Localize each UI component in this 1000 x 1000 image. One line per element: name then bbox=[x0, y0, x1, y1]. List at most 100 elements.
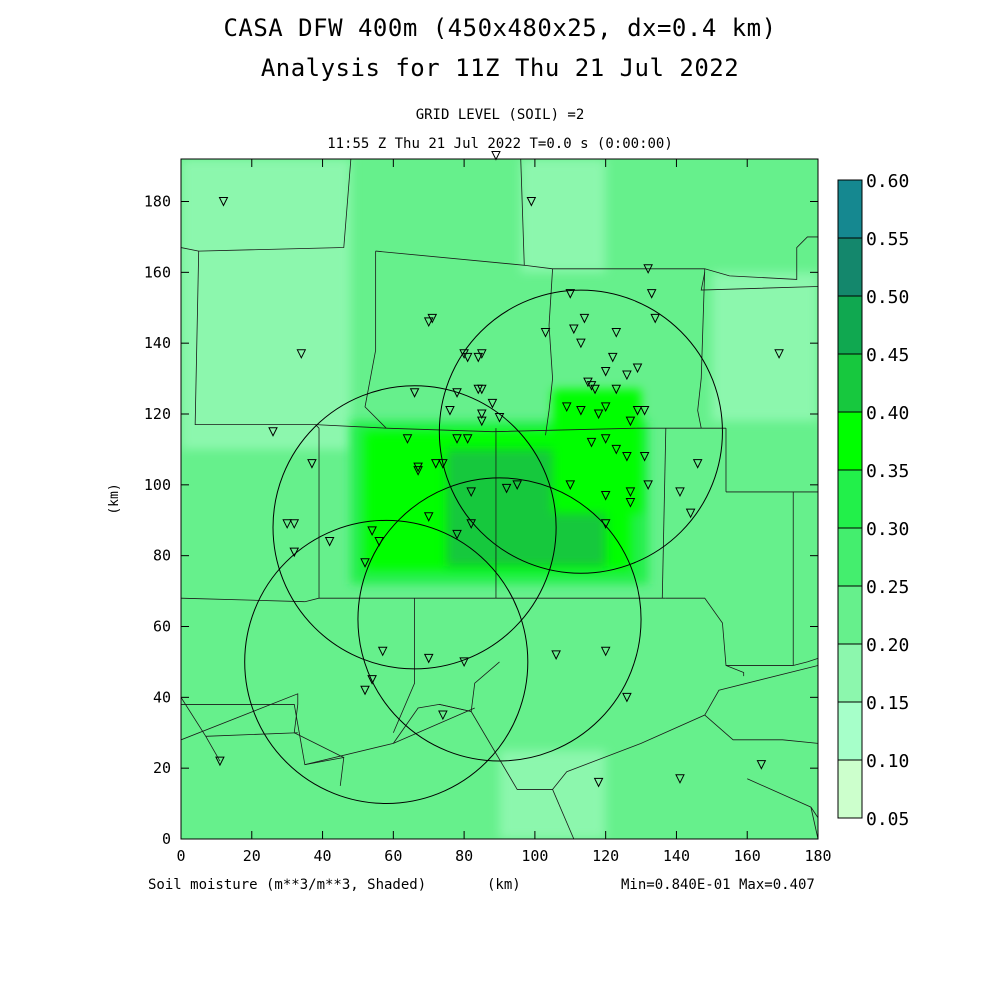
county-line-14 bbox=[665, 597, 745, 677]
station-marker-41 bbox=[476, 416, 487, 427]
county-line-31 bbox=[704, 714, 818, 744]
colorbar-swatch-7 bbox=[837, 353, 863, 413]
radar-ring-0 bbox=[272, 385, 557, 670]
moisture-field bbox=[181, 159, 818, 839]
valid-time-label: 11:55 Z Thu 21 Jul 2022 T=0.0 s (0:00:00… bbox=[327, 136, 673, 152]
station-marker-26 bbox=[590, 384, 600, 395]
station-marker-34 bbox=[561, 402, 572, 413]
station-marker-91 bbox=[593, 777, 604, 788]
station-marker-3 bbox=[643, 264, 653, 274]
station-marker-65 bbox=[600, 490, 611, 501]
station-marker-52 bbox=[430, 459, 441, 469]
station-marker-33 bbox=[487, 398, 498, 409]
y-tick-label: 120 bbox=[144, 405, 171, 423]
colorbar-swatch-8 bbox=[837, 295, 863, 355]
station-marker-53 bbox=[438, 459, 448, 469]
colorbar-label-0: 0.05 bbox=[866, 809, 909, 830]
station-marker-69 bbox=[423, 512, 434, 522]
county-line-28 bbox=[470, 711, 553, 790]
station-marker-76 bbox=[374, 537, 384, 547]
station-marker-23 bbox=[632, 363, 643, 374]
station-marker-5 bbox=[565, 289, 576, 299]
station-marker-86 bbox=[360, 685, 370, 696]
y-tick-label: 40 bbox=[153, 688, 171, 706]
county-line-26 bbox=[470, 661, 500, 712]
colorbar-label-9: 0.50 bbox=[866, 287, 909, 308]
y-tick-label: 60 bbox=[153, 618, 171, 636]
station-marker-20 bbox=[774, 349, 784, 359]
station-marker-12 bbox=[569, 324, 579, 335]
colorbar-label-3: 0.20 bbox=[866, 635, 909, 656]
station-marker-10 bbox=[611, 328, 622, 338]
station-marker-80 bbox=[377, 646, 388, 657]
station-marker-31 bbox=[611, 384, 622, 395]
colorbar-label-7: 0.40 bbox=[866, 403, 909, 424]
x-tick-label: 180 bbox=[804, 847, 831, 865]
station-marker-46 bbox=[452, 434, 462, 444]
station-marker-4 bbox=[646, 289, 657, 299]
county-line-27 bbox=[439, 704, 472, 712]
county-line-6 bbox=[545, 268, 553, 436]
plot-frame bbox=[180, 158, 819, 840]
county-line-7 bbox=[697, 268, 706, 429]
y-tick-label: 80 bbox=[153, 547, 171, 565]
county-line-1 bbox=[181, 247, 199, 252]
colorbar-swatch-3 bbox=[837, 585, 863, 645]
station-marker-73 bbox=[600, 519, 611, 529]
station-marker-49 bbox=[586, 437, 597, 448]
chart-title-line2: Analysis for 11Z Thu 21 Jul 2022 bbox=[260, 54, 740, 82]
x-axis-unit-label: (km) bbox=[487, 877, 521, 893]
moisture-region-2 bbox=[520, 159, 606, 273]
x-tick-label: 100 bbox=[521, 847, 548, 865]
station-marker-78 bbox=[289, 547, 300, 558]
moisture-region-4 bbox=[499, 750, 606, 839]
colorbar-label-11: 0.60 bbox=[866, 171, 909, 192]
station-marker-64 bbox=[625, 487, 636, 498]
grid-level-label: GRID LEVEL (SOIL) =2 bbox=[415, 107, 585, 123]
colorbar-swatch-2 bbox=[837, 643, 863, 703]
colorbar-swatch-10 bbox=[837, 179, 863, 239]
county-line-8 bbox=[700, 272, 818, 291]
y-tick-label: 100 bbox=[144, 476, 171, 494]
station-marker-42 bbox=[494, 413, 505, 423]
y-axis-label: (km) bbox=[107, 483, 122, 514]
station-marker-1 bbox=[491, 150, 501, 161]
county-line-5 bbox=[524, 236, 818, 280]
station-marker-38 bbox=[593, 409, 604, 420]
station-marker-67 bbox=[625, 498, 636, 508]
station-marker-89 bbox=[215, 756, 225, 767]
station-marker-50 bbox=[611, 444, 622, 455]
station-marker-36 bbox=[600, 402, 611, 413]
station-marker-37 bbox=[639, 405, 650, 416]
station-marker-39 bbox=[625, 416, 636, 427]
station-marker-56 bbox=[622, 452, 632, 462]
station-marker-2 bbox=[526, 197, 537, 207]
y-tick-label: 0 bbox=[162, 830, 171, 848]
colorbar-label-10: 0.55 bbox=[866, 229, 909, 250]
station-marker-66 bbox=[466, 487, 476, 498]
station-marker-40 bbox=[476, 409, 487, 420]
y-tick-label: 180 bbox=[144, 193, 171, 211]
station-marker-19 bbox=[607, 352, 618, 363]
county-line-30 bbox=[552, 665, 818, 790]
y-tick-label: 140 bbox=[144, 334, 171, 352]
x-tick-label: 80 bbox=[455, 847, 473, 865]
station-marker-48 bbox=[600, 434, 611, 444]
station-marker-61 bbox=[501, 483, 512, 494]
station-marker-55 bbox=[413, 466, 423, 476]
station-marker-35 bbox=[576, 405, 586, 416]
station-marker-47 bbox=[462, 434, 473, 444]
colorbar-swatch-4 bbox=[837, 527, 863, 587]
colorbar: 0.05 0.10 0.15 0.20 0.25 0.30 0.35 0.40 0.45 0.50… bbox=[837, 171, 909, 830]
x-tick-label: 0 bbox=[176, 847, 185, 865]
station-marker-82 bbox=[459, 657, 469, 668]
station-marker-44 bbox=[268, 427, 278, 437]
station-marker-90 bbox=[675, 774, 685, 784]
station-marker-18 bbox=[576, 338, 586, 349]
station-marker-81 bbox=[423, 653, 434, 664]
chart-title-line1: CASA DFW 400m (450x480x25, dx=0.4 km) bbox=[223, 14, 777, 42]
radar-ring-2 bbox=[244, 519, 529, 804]
station-marker-13 bbox=[296, 349, 307, 359]
station-marker-79 bbox=[360, 558, 370, 568]
